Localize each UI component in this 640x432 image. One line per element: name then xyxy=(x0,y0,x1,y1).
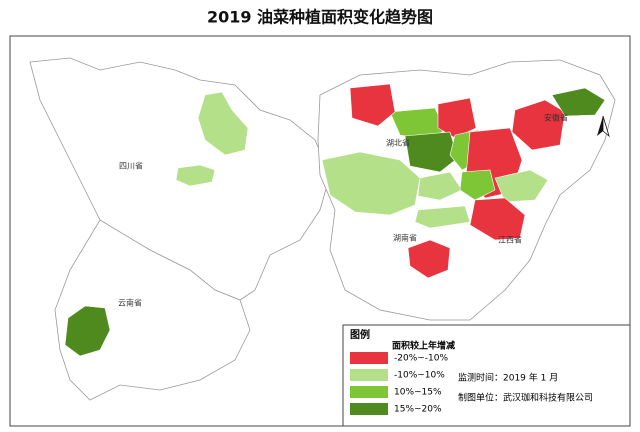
legend-title: 图例 xyxy=(350,328,370,341)
region xyxy=(469,197,526,241)
province-label: 云南省 xyxy=(118,298,142,308)
legend: 图例 面积较上年增减 监测时间：2019 年 1 月 制图单位：武汉珈和科技有限… xyxy=(342,324,631,427)
legend-note: 监测时间：2019 年 1 月 xyxy=(458,372,558,384)
yunnan-outline xyxy=(54,219,251,401)
legend-swatch xyxy=(350,403,388,415)
region xyxy=(197,91,249,156)
region xyxy=(404,131,459,173)
province-label: 四川省 xyxy=(119,161,143,171)
region xyxy=(511,99,566,151)
region xyxy=(414,205,471,229)
legend-label: 10%~15% xyxy=(394,388,442,398)
region xyxy=(321,151,421,216)
legend-label: -10%~10% xyxy=(394,371,445,381)
legend-label: 15%~20% xyxy=(394,405,442,415)
north-arrow-right xyxy=(602,115,610,138)
region xyxy=(417,171,463,201)
legend-label: -20%~-10% xyxy=(394,354,448,364)
legend-note: 制图单位：武汉珈和科技有限公司 xyxy=(458,392,593,404)
province-label: 湖北省 xyxy=(386,138,410,148)
legend-swatch xyxy=(350,352,388,364)
legend-subtitle: 面积较上年增减 xyxy=(392,340,455,352)
region xyxy=(349,83,396,127)
north-arrow xyxy=(597,115,610,138)
region xyxy=(175,164,216,187)
region xyxy=(407,239,451,279)
map-frame xyxy=(9,35,631,427)
title: 2019 油菜种植面积变化趋势图 xyxy=(207,8,433,27)
legend-swatch xyxy=(350,386,388,398)
legend-box xyxy=(342,324,631,427)
north-arrow-left xyxy=(597,116,603,136)
region xyxy=(459,169,496,201)
province-label: 安徽省 xyxy=(544,113,568,123)
region xyxy=(551,87,606,117)
province-label: 湖南省 xyxy=(393,233,417,243)
region xyxy=(64,305,111,357)
province-label: 江西省 xyxy=(498,235,522,245)
province-labels: 四川省 云南省 湖北省 湖南省 江西省 安徽省 xyxy=(118,113,568,308)
regions xyxy=(64,83,606,357)
legend-swatch xyxy=(350,369,388,381)
